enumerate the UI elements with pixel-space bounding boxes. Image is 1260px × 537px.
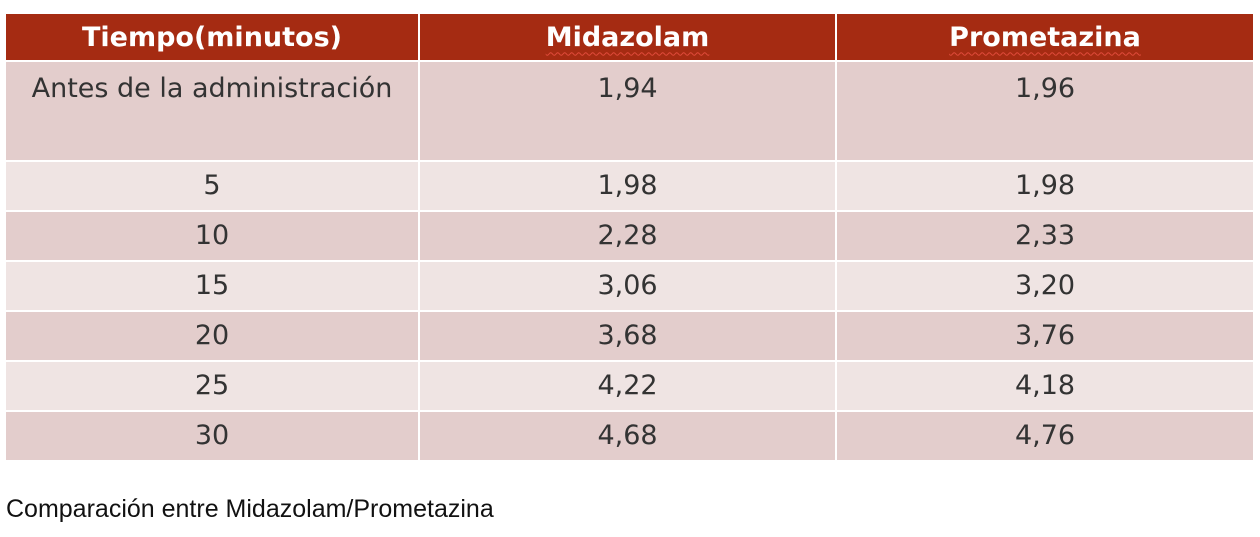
table-row: 20 3,68 3,76 — [4, 310, 1255, 362]
table-cell: 4,68 — [418, 410, 837, 462]
table-row: 5 1,98 1,98 — [4, 160, 1255, 212]
table-row: 30 4,68 4,76 — [4, 410, 1255, 462]
caption: Comparación entre Midazolam/Prometazina — [6, 495, 494, 523]
table-cell: 30 — [4, 410, 420, 462]
table-row: 15 3,06 3,20 — [4, 260, 1255, 312]
table-row: 10 2,28 2,33 — [4, 210, 1255, 262]
table-cell: 4,76 — [835, 410, 1255, 462]
table-cell: 25 — [4, 360, 420, 412]
table-cell: 1,94 — [418, 60, 837, 162]
table-header: Tiempo(minutos) Midazolam Prometazina — [4, 14, 1255, 62]
header-row: Tiempo(minutos) Midazolam Prometazina — [4, 14, 1255, 62]
header-cell: Prometazina — [835, 14, 1255, 62]
table-cell: 4,22 — [418, 360, 837, 412]
table-cell: 10 — [4, 210, 420, 262]
table-body: Antes de la administración 1,94 1,96 5 1,98 1… — [4, 60, 1255, 462]
table-cell: 3,20 — [835, 260, 1255, 312]
table-cell: 4,18 — [835, 360, 1255, 412]
header-cell: Tiempo(minutos) — [4, 14, 420, 62]
table-cell: 2,28 — [418, 210, 837, 262]
table-cell: 15 — [4, 260, 420, 312]
table-cell: Antes de la administración — [4, 60, 420, 162]
table-cell: 2,33 — [835, 210, 1255, 262]
table-cell: 1,98 — [418, 160, 837, 212]
data-table: Tiempo(minutos) Midazolam Prometazina An… — [4, 14, 1255, 462]
table-cell: 3,76 — [835, 310, 1255, 362]
table-cell: 20 — [4, 310, 420, 362]
table-cell: 1,98 — [835, 160, 1255, 212]
table-cell: 5 — [4, 160, 420, 212]
header-cell: Midazolam — [418, 14, 837, 62]
table-cell: 3,68 — [418, 310, 837, 362]
table-cell: 1,96 — [835, 60, 1255, 162]
table-cell: 3,06 — [418, 260, 837, 312]
table-row: 25 4,22 4,18 — [4, 360, 1255, 412]
table-row: Antes de la administración 1,94 1,96 — [4, 60, 1255, 162]
